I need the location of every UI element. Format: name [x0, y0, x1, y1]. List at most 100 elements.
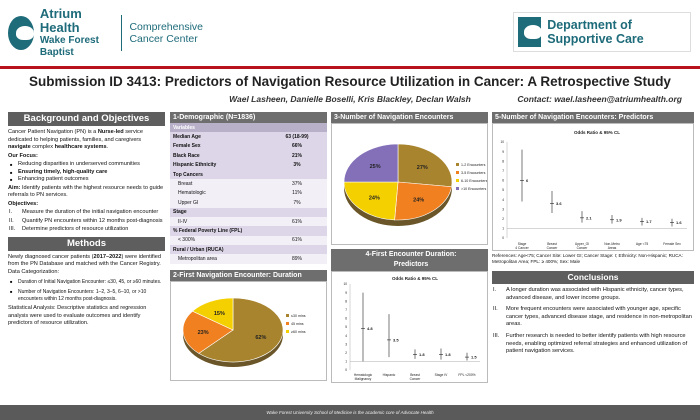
focus-list: Reducing disparities in underserved comm… [8, 161, 165, 184]
intro-bold-navigate: navigate [8, 144, 31, 151]
intro-mid2: complex [30, 144, 55, 151]
conclusion-text: Further research is needed to better ide… [506, 332, 688, 355]
tree-square-icon [518, 17, 543, 47]
table-row: Median Age 63 (18-99) [170, 132, 327, 142]
table-row: Top Cancers [170, 169, 327, 180]
or-value-label: 1.8 [445, 352, 451, 357]
row-label: Upper GI [170, 198, 267, 208]
table-row: < 300% 61% [170, 235, 327, 246]
table-row: Hematologic 11% [170, 188, 327, 199]
y-tick-label: 5 [502, 188, 504, 192]
row-value [267, 226, 327, 236]
y-tick-label: 6 [502, 179, 504, 183]
y-tick-label: 1 [345, 360, 347, 364]
table-row: % Federal Poverty Line (FPL) [170, 226, 327, 236]
objectives-list: I. Measure the duration of the initial na… [8, 209, 165, 233]
y-tick-label: 6 [345, 317, 347, 321]
poster-title: Submission ID 3413: Predictors of Naviga… [29, 74, 671, 89]
poster-header: Atrium Health Wake Forest Baptist Compre… [0, 0, 700, 66]
row-label: Hematologic [170, 188, 267, 199]
y-tick-label: 4 [345, 334, 347, 338]
objective-item: III. Determine predictors of resource uti… [8, 226, 165, 233]
y-tick-label: 2 [502, 217, 504, 221]
contact: Contact: wael.lasheen@atriumhealth.org [517, 94, 682, 104]
category-label: Breast [410, 373, 420, 377]
table-row: Metropolitan area 89% [170, 254, 327, 264]
aim: Aim: Identify patients with the highest … [8, 185, 165, 200]
legend-swatch [286, 321, 289, 325]
row-value: 63 (18-99) [267, 132, 327, 142]
conclusion-item: I. A longer duration was associated with … [492, 287, 694, 302]
or-value-label: 6 [526, 178, 529, 183]
logo-line2: Wake Forest Baptist [39, 35, 99, 58]
column-background-methods: Background and Objectives Cancer Patient… [8, 112, 165, 328]
y-tick-label: 0 [345, 368, 347, 372]
table-row: Female Sex 66% [170, 141, 327, 152]
methods-p1-pre: Newly diagnosed cancer patients ( [8, 253, 94, 260]
row-value: 3% [267, 160, 327, 170]
pie-label: 24% [369, 196, 380, 202]
or-title: Odds Ratio & 95% CL [392, 276, 438, 281]
table-header-row: Variables [170, 123, 327, 133]
y-tick-label: 10 [343, 282, 347, 286]
aim-label: Aim: [8, 184, 21, 191]
intro-mid: service dedicated to helping patients, f… [8, 129, 143, 143]
pie-label: 25% [370, 164, 381, 170]
y-tick-label: 0 [502, 236, 504, 240]
category-label: 4 Cancer [515, 246, 529, 250]
row-value: 7% [267, 198, 327, 208]
legend-swatch [286, 329, 289, 333]
authors: Wael Lasheen, Danielle Boselli, Kris Bla… [229, 94, 471, 104]
conclusion-num: III. [493, 332, 500, 339]
or-value-label: 3.5 [393, 337, 399, 342]
aim-text: Identify patients with the highest resou… [8, 184, 164, 199]
objective-item: I. Measure the duration of the initial na… [8, 209, 165, 216]
department-name: Department of Supportive Care [547, 18, 644, 46]
row-value: 21% [267, 151, 327, 161]
legend-swatch [456, 163, 459, 166]
supportive-care-logo: Department of Supportive Care [513, 12, 691, 52]
y-tick-label: 4 [502, 198, 504, 202]
logo-divider [120, 15, 122, 51]
methods-bullet: Duration of Initial Navigation Encounter… [8, 279, 165, 286]
table-row: Hispanic Ethnicity 3% [170, 160, 327, 170]
legend-swatch [456, 171, 459, 174]
focus-item: Reducing disparities in underserved comm… [8, 161, 165, 169]
y-tick-label: 8 [502, 159, 504, 163]
duration-or-svg: Odds Ratio & 95% CL1098765432104.8Hemato… [343, 276, 480, 381]
table-row: Stage [170, 207, 327, 217]
category-label: Stage [518, 242, 527, 246]
intro-bold-healthcare: healthcare systems [54, 144, 107, 151]
category-label: Cancer [410, 377, 422, 381]
methods-list: Duration of Initial Navigation Encounter… [8, 279, 165, 302]
pie-slice [182, 310, 234, 354]
column-demographic: 1-Demographic (N=1836) Variables Median … [170, 112, 327, 381]
methods-heading: Methods [8, 236, 165, 251]
duration-predictors-l1: 4-First Encounter Duration: [365, 251, 457, 258]
row-label: II-IV [170, 216, 267, 227]
or-value-label: 1.7 [646, 219, 652, 224]
category-label: Malignancy [355, 377, 372, 381]
objective-num: I. [9, 209, 13, 216]
row-label: Stage [170, 207, 267, 217]
duration-predictors-l2: Predictors [393, 261, 429, 268]
row-label: < 300% [170, 235, 267, 246]
legend-label: 3-5 Encounters [461, 171, 486, 175]
background-heading: Background and Objectives [8, 112, 165, 126]
category-label: Hematologic [354, 373, 373, 377]
pie-slice [394, 181, 452, 221]
pie-label: 24% [413, 198, 424, 204]
table-row: Upper GI 7% [170, 198, 327, 208]
methods-years: 2017–2022 [93, 253, 122, 260]
category-label: Stage IV [435, 373, 448, 377]
pie-label: 23% [198, 330, 209, 336]
header-divider [0, 66, 700, 69]
poster-footer: Wake Forest University School of Medicin… [0, 405, 700, 420]
legend-label: ≥60 mins [291, 330, 306, 334]
category-label: Non-Metro [604, 242, 620, 246]
y-tick-label: 3 [345, 342, 347, 346]
category-label: Breast [547, 242, 557, 246]
pie-slice [397, 143, 453, 188]
focus-item: Ensuring timely, high-quality care [8, 169, 165, 177]
